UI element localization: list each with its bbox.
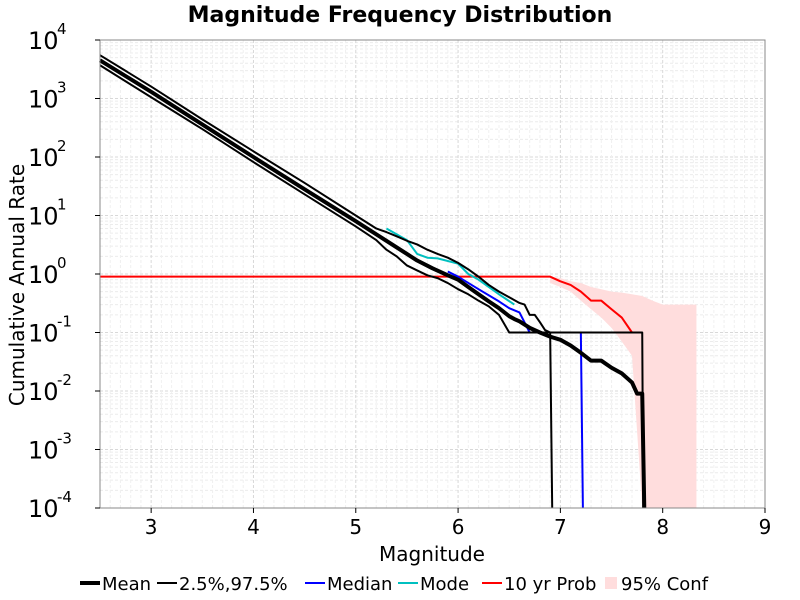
y-tick-label-exponent: 1 <box>57 196 67 214</box>
x-tick-label: 9 <box>759 515 772 539</box>
y-tick-label-exponent: -1 <box>57 313 72 331</box>
x-tick-label: 7 <box>554 515 567 539</box>
legend-label: 95% Conf <box>621 574 709 595</box>
y-tick-label-base: 10 <box>28 320 59 348</box>
y-tick-label-base: 10 <box>28 203 59 231</box>
x-tick-label: 4 <box>247 515 260 539</box>
series-line-2-5-97-5-lower <box>99 64 554 509</box>
y-tick-label-exponent: -3 <box>57 430 72 448</box>
series-line-2-5-97-5 <box>99 54 645 509</box>
confidence-band-area <box>550 276 697 508</box>
legend-label: Mean <box>102 574 151 595</box>
x-axis-ticks: 3 4 5 6 7 8 9 <box>145 508 772 539</box>
y-tick-label-base: 10 <box>28 144 59 172</box>
series-line-10-yr-prob <box>100 275 633 334</box>
legend-label: Mode <box>420 574 469 595</box>
series-lines <box>98 54 647 509</box>
legend-label: 10 yr Prob <box>504 574 596 595</box>
x-tick-label: 8 <box>656 515 669 539</box>
y-tick-label-exponent: 4 <box>57 20 67 38</box>
series-line-mean <box>98 58 647 509</box>
y-tick-label-base: 10 <box>28 495 59 523</box>
y-tick-label-base: 10 <box>28 378 59 406</box>
legend-label: 2.5%,97.5% <box>179 574 288 595</box>
chart-title: Magnitude Frequency Distribution <box>188 3 613 28</box>
x-tick-label: 5 <box>349 515 362 539</box>
legend-label: Median <box>327 574 392 595</box>
legend-swatch <box>605 577 617 589</box>
y-tick-label-exponent: -4 <box>57 488 72 506</box>
y-tick-label-base: 10 <box>28 437 59 465</box>
y-axis-label: Cumulative Annual Rate <box>5 164 29 406</box>
y-tick-label-base: 10 <box>28 261 59 289</box>
confidence-band <box>550 276 697 508</box>
x-tick-label: 6 <box>452 515 465 539</box>
y-tick-label-exponent: 0 <box>57 254 67 272</box>
y-tick-label-exponent: 2 <box>57 137 67 155</box>
y-tick-label-base: 10 <box>28 86 59 114</box>
y-tick-label-exponent: 3 <box>57 79 67 97</box>
series-line-mode <box>385 227 515 306</box>
grid <box>99 40 766 509</box>
y-tick-label-base: 10 <box>28 27 59 55</box>
y-tick-label-exponent: -2 <box>57 371 72 389</box>
x-axis-label: Magnitude <box>379 542 485 566</box>
x-tick-label: 3 <box>145 515 158 539</box>
legend: Mean 2.5%,97.5% Median Mode 10 yr Prob 95% Co… <box>80 574 709 595</box>
